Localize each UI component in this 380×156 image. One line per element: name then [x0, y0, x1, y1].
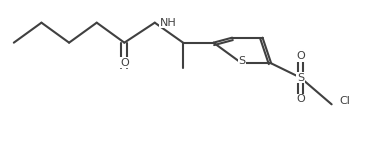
Text: S: S — [238, 56, 245, 66]
Text: O: O — [296, 51, 305, 61]
Text: O: O — [120, 58, 129, 68]
Text: Cl: Cl — [340, 96, 350, 106]
Text: O: O — [296, 94, 305, 104]
Text: NH: NH — [160, 18, 177, 28]
Text: S: S — [297, 73, 304, 83]
